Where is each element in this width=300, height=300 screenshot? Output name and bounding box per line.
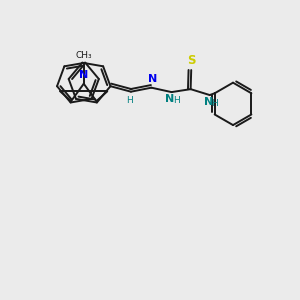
Text: H: H <box>173 96 180 105</box>
Text: CH₃: CH₃ <box>75 51 92 60</box>
Text: H: H <box>211 99 218 108</box>
Text: N: N <box>148 74 158 84</box>
Text: S: S <box>187 54 196 67</box>
Text: H: H <box>126 96 133 105</box>
Text: N: N <box>204 97 213 106</box>
Text: N: N <box>79 70 88 80</box>
Text: N: N <box>166 94 175 103</box>
